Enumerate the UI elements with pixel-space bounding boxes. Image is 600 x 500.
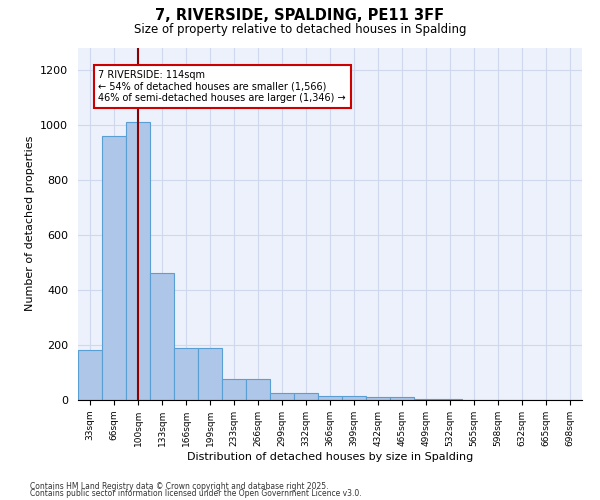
- Bar: [198, 348, 222, 400]
- Bar: [414, 398, 438, 400]
- Bar: [390, 397, 414, 400]
- Bar: [318, 396, 342, 400]
- Bar: [102, 136, 126, 400]
- X-axis label: Distribution of detached houses by size in Spalding: Distribution of detached houses by size …: [187, 452, 473, 462]
- Text: Size of property relative to detached houses in Spalding: Size of property relative to detached ho…: [134, 22, 466, 36]
- Bar: [246, 380, 270, 400]
- Text: Contains HM Land Registry data © Crown copyright and database right 2025.: Contains HM Land Registry data © Crown c…: [30, 482, 329, 491]
- Text: 7 RIVERSIDE: 114sqm
← 54% of detached houses are smaller (1,566)
46% of semi-det: 7 RIVERSIDE: 114sqm ← 54% of detached ho…: [98, 70, 346, 102]
- Bar: [150, 274, 174, 400]
- Bar: [294, 393, 318, 400]
- Bar: [126, 122, 150, 400]
- Text: Contains public sector information licensed under the Open Government Licence v3: Contains public sector information licen…: [30, 490, 362, 498]
- Bar: [438, 398, 462, 400]
- Y-axis label: Number of detached properties: Number of detached properties: [25, 136, 35, 312]
- Bar: [366, 397, 390, 400]
- Text: 7, RIVERSIDE, SPALDING, PE11 3FF: 7, RIVERSIDE, SPALDING, PE11 3FF: [155, 8, 445, 22]
- Bar: [222, 380, 246, 400]
- Bar: [174, 348, 198, 400]
- Bar: [78, 350, 102, 400]
- Bar: [270, 393, 294, 400]
- Bar: [342, 396, 366, 400]
